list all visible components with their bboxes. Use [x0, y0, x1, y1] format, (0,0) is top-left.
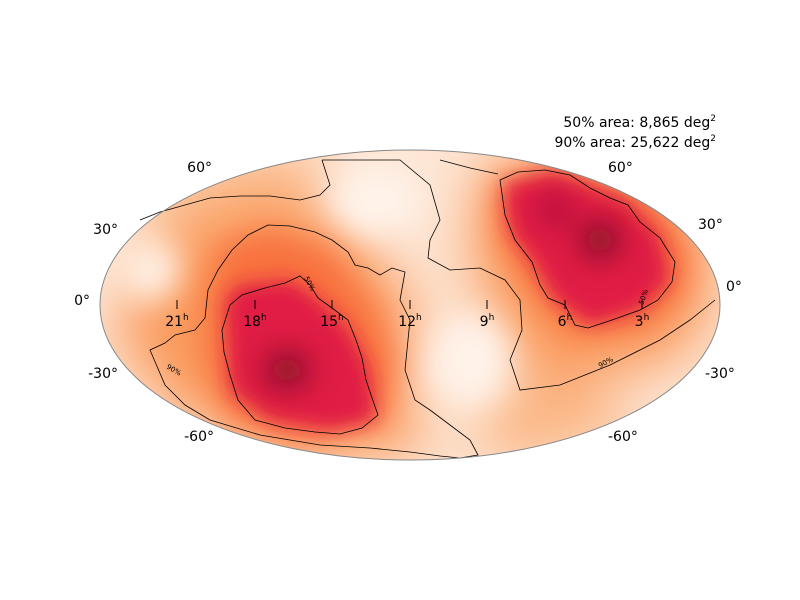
contour-50-right [499, 169, 676, 329]
ra-label-6h: 6h [558, 313, 573, 330]
dec-label-zero-left: 0° [74, 293, 90, 309]
pale-region-center [432, 315, 508, 405]
ra-label-3h: 3h [635, 313, 650, 330]
contour-90 [139, 159, 716, 459]
dec-label-p60-left: 60° [187, 160, 212, 176]
contour-90-center-divider [322, 159, 716, 391]
contour-90-left-region [149, 224, 479, 459]
dec-labels: 60° 60° 30° 30° 0° 0° -30° -30° -60° -60… [74, 160, 742, 445]
hotspot-right-peak-secondary [541, 198, 569, 222]
dec-label-zero-right: 0° [726, 279, 742, 295]
contour-90-right-region [139, 159, 331, 221]
dec-label-p30-left: 30° [93, 222, 118, 238]
heatmap-band-top [140, 150, 320, 250]
ra-ticks [176, 300, 643, 309]
contour-50-left [221, 275, 379, 435]
hotspot-left-peak [267, 355, 307, 385]
pale-region-left [120, 240, 180, 300]
contour-90-upper-right [439, 159, 499, 175]
ra-labels: 21h 18h 15h 12h 9h 6h 3h [165, 313, 649, 330]
dec-label-p60-right: 60° [608, 160, 633, 176]
hotspot-left-high [225, 280, 375, 430]
area-annotations: 50% area: 8,865 deg2 90% area: 25,622 de… [554, 114, 716, 151]
pale-region-top [330, 165, 420, 235]
area-90-label: 90% area: 25,622 deg2 [554, 134, 716, 151]
contour-50 [221, 169, 676, 435]
area-50-label: 50% area: 8,865 deg2 [563, 114, 716, 131]
ra-label-15h: 15h [320, 313, 344, 330]
ra-label-9h: 9h [480, 313, 495, 330]
dec-label-m30-right: -30° [705, 366, 735, 382]
dec-label-m30-left: -30° [88, 366, 118, 382]
dec-label-m60-right: -60° [608, 429, 638, 445]
heatmap-band-bottom [470, 390, 640, 460]
ra-label-18h: 18h [243, 313, 267, 330]
dec-label-p30-right: 30° [698, 217, 723, 233]
map-outline [99, 149, 721, 461]
dec-label-m60-left: -60° [184, 429, 214, 445]
hotspot-right-peak [582, 224, 618, 256]
ra-label-12h: 12h [398, 313, 422, 330]
ra-label-21h: 21h [165, 313, 189, 330]
